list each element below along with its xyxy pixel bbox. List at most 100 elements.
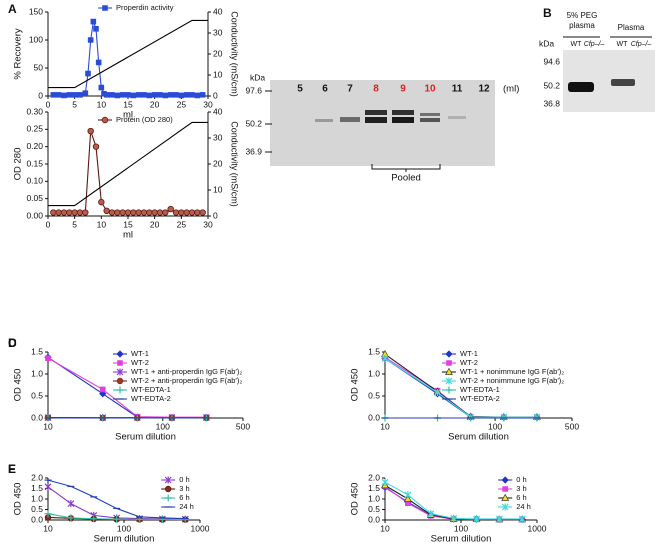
series-line: [48, 121, 208, 207]
marker: [125, 92, 131, 98]
panel-label: E: [8, 462, 16, 476]
x-tick-label: 0: [46, 99, 51, 109]
group-label: 5% PEG: [567, 11, 598, 20]
marker: [199, 92, 206, 98]
legend-label: WT-2: [460, 358, 478, 367]
y-axis-label: % Recovery: [13, 28, 24, 79]
y2-tick-label: 30: [213, 132, 223, 142]
marker: [90, 515, 98, 523]
marker: [71, 209, 78, 216]
legend-label: 3 h: [179, 484, 189, 493]
y-tick-label: 0.0: [31, 412, 43, 422]
legend-label: WT-EDTA-2: [131, 394, 171, 403]
band: [611, 79, 635, 86]
group-label: plasma: [569, 21, 595, 30]
y-tick-label: 1.5: [31, 483, 43, 493]
marker: [55, 209, 62, 216]
marker: [98, 84, 105, 91]
y2-tick-label: 40: [213, 106, 223, 116]
marker: [164, 485, 172, 493]
band: [448, 116, 466, 119]
marker: [50, 92, 57, 98]
marker: [164, 494, 172, 502]
y-axis-label: OD 450: [350, 483, 361, 516]
y2-tick-label: 10: [213, 184, 223, 194]
y-tick-label: 0.05: [26, 193, 43, 203]
marker: [103, 207, 110, 214]
lane-label: WT: [617, 41, 629, 48]
x-tick-label: 20: [150, 99, 160, 109]
marker: [445, 367, 453, 375]
marker: [157, 92, 163, 98]
band: [340, 117, 360, 122]
x-tick-label: 100: [117, 523, 131, 533]
x-tick-label: 10: [43, 421, 53, 431]
lane-label: Cfp–/–: [584, 41, 605, 48]
legend-label: 24 h: [179, 502, 194, 511]
lane-label: 7: [347, 84, 353, 95]
marker: [473, 515, 480, 523]
marker: [45, 355, 51, 361]
marker: [85, 70, 91, 77]
x-tick-label: 15: [123, 219, 133, 229]
marker: [178, 209, 185, 216]
marker: [194, 209, 201, 216]
y-tick-label: 0.5: [31, 390, 43, 400]
marker: [66, 209, 73, 216]
marker: [102, 5, 108, 11]
marker: [60, 209, 68, 216]
y2-axis-label: Conductivity (mS/cm): [230, 11, 240, 97]
y2-tick-label: 10: [213, 69, 223, 79]
marker: [135, 209, 142, 216]
marker: [188, 209, 196, 216]
marker: [403, 494, 412, 502]
marker: [445, 386, 453, 394]
series-line: [48, 19, 208, 89]
marker: [445, 350, 453, 358]
series-line: [47, 486, 186, 520]
y2-tick-label: 20: [213, 158, 223, 168]
band: [365, 110, 387, 115]
marker: [404, 491, 412, 499]
marker: [61, 92, 67, 99]
y-tick-label: 0.0: [368, 514, 380, 524]
x-tick-label: 100: [156, 421, 170, 431]
y-tick-label: 0.5: [31, 504, 43, 514]
y-tick-label: 0.5: [368, 504, 380, 514]
x-tick-label: 5: [72, 219, 77, 229]
lane-label: 8: [373, 84, 379, 95]
marker: [130, 92, 137, 99]
marker: [501, 476, 509, 484]
x-tick-label: 20: [150, 219, 160, 229]
marker: [67, 514, 75, 522]
y2-tick-label: 0: [213, 210, 218, 220]
marker: [44, 483, 52, 491]
legend-label: WT-1 + nonimmune IgG F(ab′)₂: [460, 367, 564, 376]
marker: [146, 92, 153, 99]
y2-tick-label: 20: [213, 48, 223, 58]
marker: [501, 493, 510, 501]
marker: [116, 350, 124, 358]
x-tick-label: 10: [43, 523, 53, 533]
marker: [172, 209, 180, 216]
gel-unit: kDa: [539, 38, 554, 48]
marker: [116, 377, 124, 385]
marker: [502, 486, 509, 492]
x-tick-label: 500: [565, 421, 579, 431]
gel-b: [563, 36, 655, 112]
marker: [181, 516, 189, 524]
marker: [178, 92, 185, 99]
chart: 10 100 500 0.0 0.5 1.0 1.5 Serum dilution OD 450…: [8, 336, 250, 442]
x-tick-label: 100: [454, 523, 468, 533]
chart: 0 5 10 15 20 25 30 0.00 0.05 0.10 0.15 0.20 0.25 0.30…: [13, 106, 240, 240]
y-tick-label: 0: [38, 90, 43, 100]
marker: [146, 209, 153, 216]
marker: [164, 476, 172, 484]
x-tick-label: 10: [380, 421, 390, 431]
pooled-label: Pooled: [391, 173, 421, 184]
lane-unit: (ml): [503, 84, 519, 95]
y-axis-label: OD 450: [13, 483, 24, 516]
